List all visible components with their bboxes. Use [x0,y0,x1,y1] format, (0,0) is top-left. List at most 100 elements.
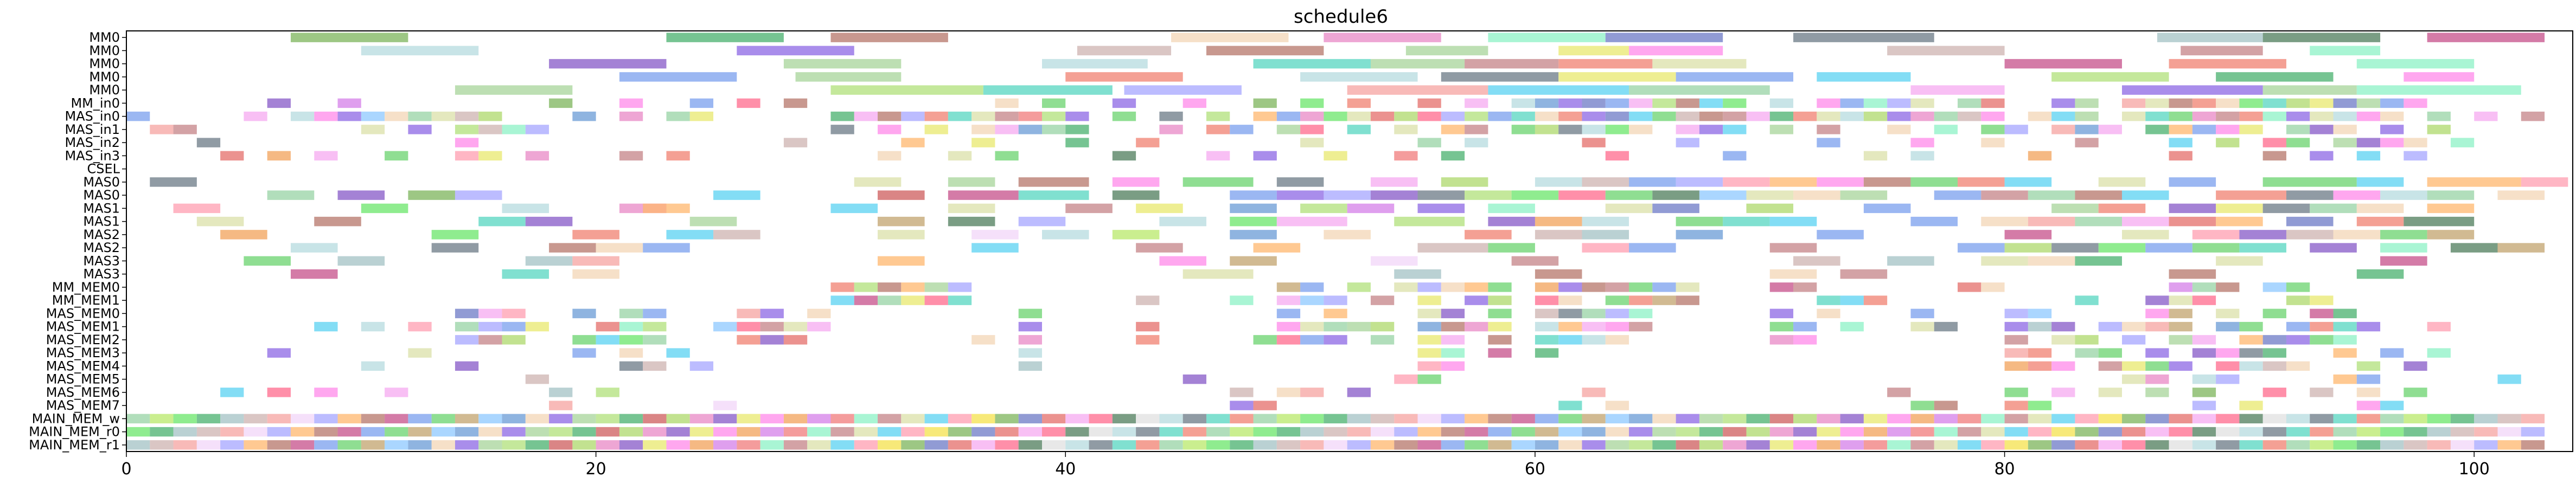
schedule-bar [2357,138,2380,147]
schedule-bar [1300,427,1324,436]
schedule-bar [2451,243,2498,252]
schedule-bar [1676,217,1723,226]
schedule-bar [197,414,220,423]
schedule-bar [291,427,314,436]
schedule-bar [2216,125,2239,134]
schedule-bar [1629,125,1652,134]
schedule-bar [291,33,408,42]
schedule-bar [1324,322,1347,331]
schedule-bar [455,440,478,449]
schedule-bar [1676,125,1699,134]
schedule-bar [1465,414,1488,423]
schedule-bar [455,322,478,331]
schedule-bar [737,427,760,436]
schedule-bar [1465,112,1488,121]
schedule-bar [1159,440,1182,449]
schedule-bar [1394,440,1417,449]
schedule-bar [619,440,643,449]
schedule-bar [784,99,807,108]
schedule-bar [1394,414,1417,423]
schedule-bar [197,440,220,449]
schedule-bar [1089,414,1113,423]
schedule-bar [1465,322,1488,331]
schedule-bar [2239,440,2262,449]
schedule-bar [830,427,854,436]
schedule-bar [643,427,666,436]
schedule-bar [2216,138,2239,147]
schedule-bar [2193,125,2216,134]
schedule-bar [1770,414,1793,423]
schedule-bar [1699,440,1723,449]
schedule-bar [1465,190,1512,199]
schedule-bar [2474,414,2497,423]
schedule-bar [1371,322,1394,331]
schedule-bar [1441,125,1465,134]
schedule-bar [220,414,244,423]
schedule-bar [1981,440,2004,449]
schedule-bar [1652,440,1676,449]
schedule-bar [314,151,337,160]
schedule-bar [2005,362,2028,371]
schedule-bar [2169,112,2193,121]
schedule-bar [1817,72,1910,81]
schedule-bar [807,427,830,436]
schedule-bar [2239,230,2286,239]
schedule-bar [2427,440,2451,449]
schedule-bar [502,204,549,213]
schedule-bar [1770,125,1793,134]
schedule-bar [1981,138,2004,147]
schedule-bar [1817,309,1840,318]
schedule-bar [2334,322,2357,331]
schedule-bar [784,427,807,436]
schedule-bar [455,362,478,371]
schedule-bar [2334,138,2357,147]
schedule-bar [455,414,478,423]
schedule-bar [291,414,314,423]
schedule-bar [948,282,971,292]
schedule-bar [2380,243,2427,252]
schedule-bar [1535,99,1558,108]
schedule-bar [1817,138,1840,147]
schedule-bar [502,414,526,423]
schedule-bar [2169,204,2216,213]
schedule-bar [1300,335,1324,344]
schedule-bar [1441,151,1465,160]
schedule-bar [126,414,150,423]
schedule-bar [1171,33,1288,42]
schedule-bar [1652,282,1676,292]
schedule-bar [1371,256,1418,266]
schedule-bar [1488,243,1535,252]
schedule-bar [2005,401,2028,410]
schedule-bar [244,440,267,449]
schedule-bar [854,427,878,436]
schedule-bar [901,427,924,436]
schedule-bar [478,112,502,121]
schedule-bar [220,151,244,160]
schedule-bar [2263,204,2310,213]
schedule-bar [1676,99,1699,108]
schedule-bar [2497,190,2545,199]
schedule-bar [2145,388,2169,397]
bars-layer [126,33,2568,449]
schedule-bar [408,414,431,423]
schedule-bar [385,112,408,121]
schedule-bar [1887,440,1910,449]
schedule-bar [1699,125,1723,134]
schedule-bar [1582,282,1605,292]
schedule-bar [948,217,995,226]
schedule-bar [2263,282,2286,292]
schedule-bar [1723,217,1770,226]
schedule-bar [1817,99,1840,108]
schedule-bar [2404,362,2427,371]
schedule-bar [526,217,573,226]
schedule-bar [572,348,596,357]
schedule-bar [925,427,948,436]
schedule-bar [1652,427,1676,436]
schedule-bar [267,348,291,357]
schedule-bar [643,362,666,371]
schedule-bar [2404,138,2427,147]
schedule-bar [1277,177,1324,186]
schedule-bar [1300,414,1324,423]
schedule-bar [1065,72,1182,81]
schedule-bar [2334,414,2357,423]
